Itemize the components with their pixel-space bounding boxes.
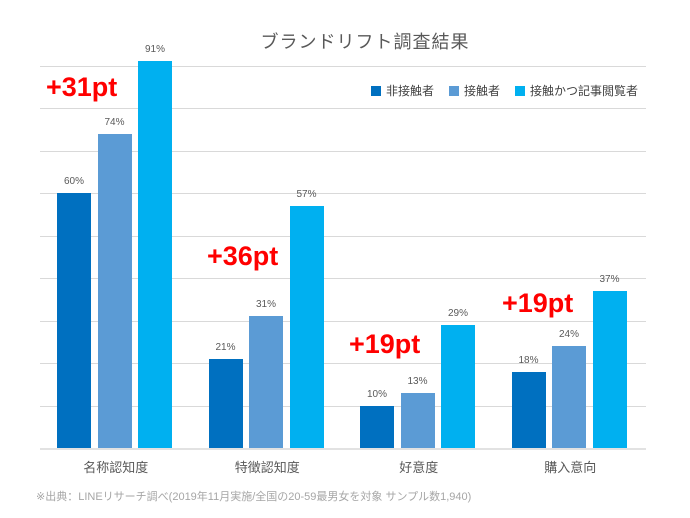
gridline <box>40 363 646 364</box>
lift-annotation-名称認知度: +31pt <box>46 72 118 102</box>
category-label-名称認知度: 名称認知度 <box>83 460 149 475</box>
chart-title: ブランドリフト調査結果 <box>260 32 470 52</box>
bar-接触者-購入意向 <box>552 346 586 448</box>
lift-annotation-好意度: +19pt <box>349 329 421 359</box>
lift-annotation-購入意向: +19pt <box>502 288 574 318</box>
source-note: ※出典：LINEリサーチ調べ(2019年11月実施/全国の20-59最男女を対象… <box>36 491 472 503</box>
legend-swatch-icon <box>370 85 381 96</box>
bar-非接触者-好意度 <box>360 405 394 448</box>
gridline <box>40 278 646 279</box>
legend-label: 接触かつ記事閲覧者 <box>529 84 638 98</box>
gridline <box>40 235 646 237</box>
bar-value-label: 60% <box>63 176 84 187</box>
gridline <box>40 150 646 152</box>
category-label-購入意向: 購入意向 <box>544 460 597 475</box>
x-axis-line <box>40 448 646 450</box>
bar-value-label: 24% <box>558 329 579 340</box>
bar-value-label: 29% <box>447 307 468 319</box>
bar-value-label: 21% <box>215 341 236 353</box>
bar-接触者-特徴認知度 <box>249 316 283 448</box>
legend-item: 接触かつ記事閲覧者 <box>514 82 638 99</box>
bar-value-label: 57% <box>296 188 317 200</box>
legend-label: 非接触者 <box>385 84 434 98</box>
bar-value-label: 91% <box>144 44 165 56</box>
category-label-好意度: 好意度 <box>399 460 439 475</box>
bar-接触かつ記事閲覧者-特徴認知度 <box>289 205 324 448</box>
bar-value-label: 31% <box>255 299 276 311</box>
bar-接触者-名称認知度 <box>97 133 132 448</box>
category-label-特徴認知度: 特徴認知度 <box>234 460 300 475</box>
gridline <box>40 108 646 109</box>
lift-annotation-特徴認知度: +36pt <box>207 241 279 271</box>
bar-接触かつ記事閲覧者-名称認知度 <box>138 61 172 448</box>
legend-item: 非接触者 <box>370 82 434 99</box>
legend-label: 接触者 <box>463 84 500 98</box>
bar-接触かつ記事閲覧者-購入意向 <box>592 290 627 448</box>
gridline <box>40 65 646 67</box>
bar-value-label: 13% <box>407 375 428 387</box>
legend-swatch-icon <box>514 85 525 96</box>
bar-value-label: 74% <box>104 116 125 128</box>
bar-非接触者-特徴認知度 <box>208 358 243 448</box>
gridline <box>40 405 646 407</box>
gridline <box>40 193 646 194</box>
bar-非接触者-購入意向 <box>511 371 546 448</box>
bar-value-label: 10% <box>366 388 387 400</box>
legend-swatch-icon <box>448 85 459 96</box>
bar-接触かつ記事閲覧者-好意度 <box>441 324 475 448</box>
bar-非接触者-名称認知度 <box>57 193 91 448</box>
gridline <box>40 320 646 322</box>
bar-接触者-好意度 <box>400 392 435 448</box>
legend: 非接触者 接触者 接触かつ記事閲覧者 <box>370 82 638 99</box>
legend-item: 接触者 <box>448 82 500 99</box>
bar-value-label: 18% <box>518 354 539 366</box>
bar-value-label: 37% <box>599 273 620 285</box>
